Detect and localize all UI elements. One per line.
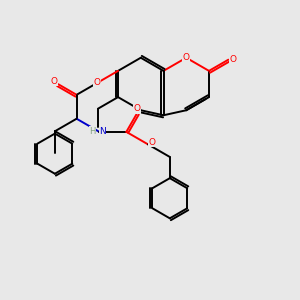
Text: O: O <box>51 76 58 85</box>
Text: H: H <box>89 127 96 136</box>
Text: N: N <box>99 127 106 136</box>
Text: O: O <box>148 138 155 147</box>
Text: O: O <box>230 55 237 64</box>
Text: O: O <box>134 104 140 113</box>
Text: O: O <box>93 78 100 87</box>
Text: O: O <box>183 53 190 62</box>
